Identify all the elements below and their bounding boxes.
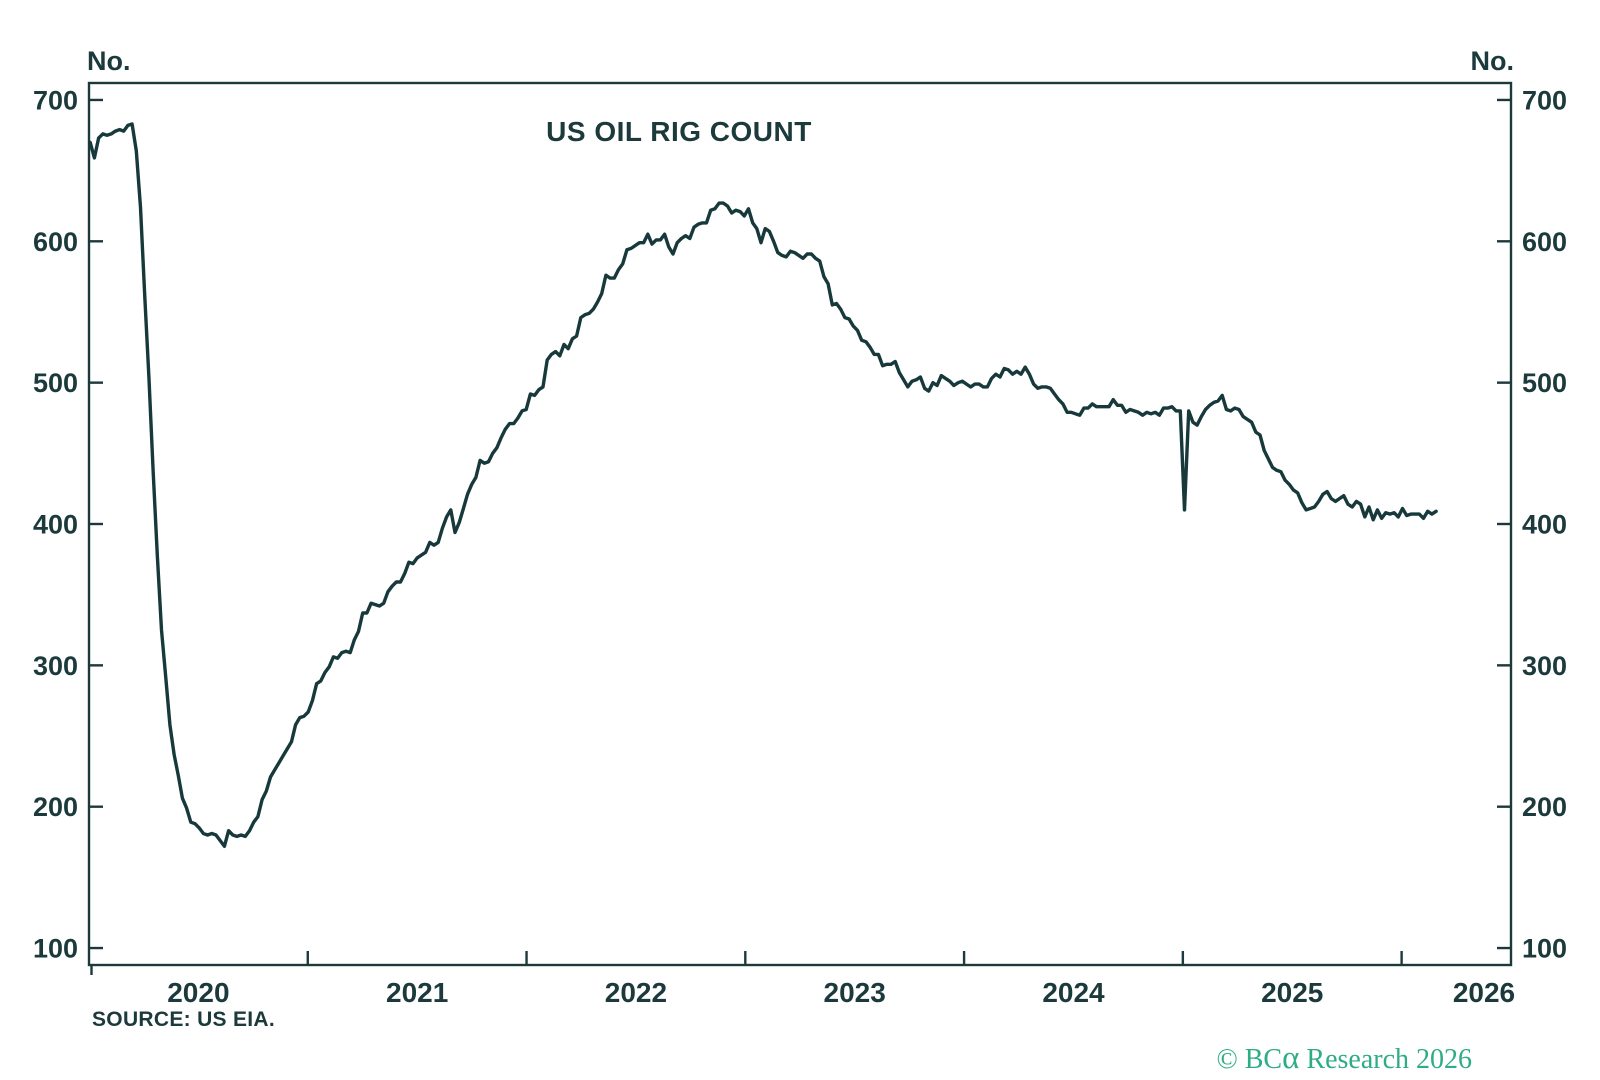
y-tick-label: 500: [33, 368, 78, 398]
source-note: SOURCE: US EIA.: [92, 1008, 275, 1031]
y-tick-label: 300: [1522, 651, 1567, 681]
x-year-label: 2024: [1042, 977, 1105, 1008]
y-tick-label: 400: [33, 510, 78, 540]
y-axis-unit-label-right: No.: [1471, 46, 1515, 76]
bca-alpha-glyph: α: [1282, 1040, 1299, 1076]
y-tick-label: 100: [1522, 934, 1567, 964]
y-tick-label: 200: [33, 792, 78, 822]
y-tick-label: 200: [1522, 792, 1567, 822]
y-axis-labels-right: 100 200 300 400 500 600 700: [1522, 85, 1567, 963]
x-year-label: 2026: [1453, 977, 1515, 1008]
y-tick-label: 700: [33, 85, 78, 115]
x-year-label: 2025: [1261, 977, 1323, 1008]
x-year-label: 2021: [386, 977, 448, 1008]
y-axis-labels-left: 100 200 300 400 500 600 700: [33, 85, 78, 963]
bca-research-watermark: © BCα Research 2026: [1216, 1040, 1472, 1076]
watermark-prefix: © BC: [1216, 1044, 1282, 1075]
plot-frame: [87, 81, 1513, 967]
y-tick-label: 600: [1522, 227, 1567, 257]
chart-title: US OIL RIG COUNT: [546, 116, 812, 147]
y-tick-label: 100: [33, 934, 78, 964]
x-year-label: 2023: [824, 977, 886, 1008]
y-tick-label: 700: [1522, 85, 1567, 115]
rig-count-series-line: [88, 122, 1438, 848]
y-tick-label: 500: [1522, 368, 1567, 398]
y-tick-label: 600: [33, 227, 78, 257]
series-group: [88, 122, 1438, 848]
x-year-label: 2020: [167, 977, 229, 1008]
watermark-suffix: Research 2026: [1299, 1044, 1472, 1075]
y-axis-unit-label-left: No.: [87, 46, 131, 76]
x-axis-year-labels: 2020 2021 2022 2023 2024 2025 2026: [167, 977, 1515, 1008]
y-tick-label: 400: [1522, 510, 1567, 540]
x-year-label: 2022: [605, 977, 667, 1008]
axis-ticks: [89, 98, 1511, 975]
y-tick-label: 300: [33, 651, 78, 681]
